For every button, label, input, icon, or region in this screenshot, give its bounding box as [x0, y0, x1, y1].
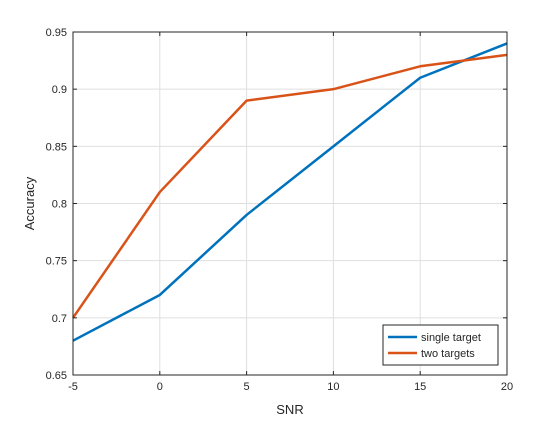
- x-tick-label: 20: [501, 381, 513, 393]
- y-tick-label: 0.65: [46, 370, 67, 382]
- legend-label-two-targets: two targets: [421, 348, 475, 360]
- y-tick-label: 0.75: [46, 256, 67, 268]
- series-lines: [71, 42, 508, 342]
- y-tick-label: 0.7: [52, 313, 67, 325]
- legend-label-single-target: single target: [421, 332, 481, 344]
- grid: [72, 31, 508, 376]
- x-axis-label: SNR: [276, 402, 303, 417]
- ticks: -5 0 5 10 15 20 0.65 0.7 0.75 0.8 0.85 0.9 0.95: [46, 27, 514, 393]
- x-tick-label: -5: [68, 381, 78, 393]
- y-tick-label: 0.9: [52, 84, 67, 96]
- x-tick-label: 0: [157, 381, 163, 393]
- y-tick-label: 0.8: [52, 199, 67, 211]
- legend-box: [382, 324, 499, 366]
- series-line-single-target: [72, 42, 508, 342]
- x-tick-label: 10: [327, 381, 339, 393]
- legend: single target two targets: [382, 324, 499, 366]
- x-tick-label: 5: [244, 381, 250, 393]
- y-tick-label: 0.85: [46, 141, 67, 153]
- x-tick-label: 15: [414, 381, 426, 393]
- y-tick-label: 0.95: [46, 27, 67, 39]
- y-axis-label: Accuracy: [22, 176, 37, 230]
- series-line-two-targets: [71, 53, 508, 319]
